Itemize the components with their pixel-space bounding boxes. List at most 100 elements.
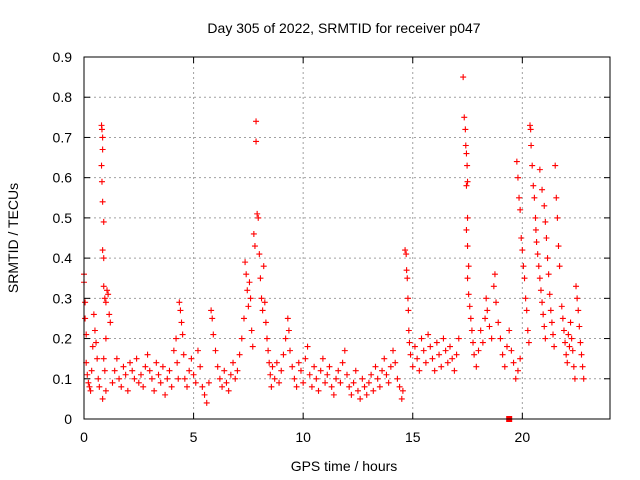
data-point	[254, 210, 261, 217]
data-point	[289, 363, 296, 370]
data-point	[473, 363, 480, 370]
data-point	[402, 247, 409, 254]
data-point	[462, 142, 469, 149]
data-point	[306, 371, 313, 378]
x-tick-label: 20	[515, 429, 531, 445]
data-point	[571, 375, 578, 382]
data-point	[243, 271, 250, 278]
data-point	[465, 263, 472, 270]
data-point	[484, 307, 491, 314]
data-point	[503, 343, 510, 350]
data-point	[532, 226, 539, 233]
data-point	[258, 295, 265, 302]
data-point	[319, 355, 326, 362]
data-point	[295, 359, 302, 366]
data-point	[392, 359, 399, 366]
data-point	[297, 367, 304, 374]
data-point	[333, 375, 340, 382]
data-point	[579, 363, 586, 370]
data-point	[246, 279, 253, 286]
y-tick-label: 0.3	[53, 290, 73, 306]
data-point	[178, 319, 185, 326]
data-point	[403, 251, 410, 258]
data-point	[447, 343, 454, 350]
data-point	[276, 379, 283, 386]
data-point	[462, 126, 469, 133]
data-point	[122, 371, 129, 378]
data-point	[317, 367, 324, 374]
data-point	[536, 275, 543, 282]
data-point	[461, 114, 468, 121]
data-point	[497, 335, 504, 342]
data-point	[404, 275, 411, 282]
data-point	[260, 263, 267, 270]
axis-ticks	[83, 56, 610, 420]
data-point	[537, 287, 544, 294]
data-point	[385, 379, 392, 386]
data-point	[570, 363, 577, 370]
x-tick-label: 0	[80, 429, 88, 445]
data-point	[407, 351, 414, 358]
data-point	[404, 295, 411, 302]
data-point	[470, 339, 477, 346]
data-point	[82, 315, 89, 322]
data-point	[197, 363, 204, 370]
data-point	[541, 323, 548, 330]
data-point	[99, 146, 106, 153]
data-point	[142, 363, 149, 370]
data-point	[508, 347, 515, 354]
data-point	[341, 347, 348, 354]
data-point	[490, 283, 497, 290]
data-point	[302, 355, 309, 362]
data-point	[87, 387, 94, 394]
data-point	[159, 363, 166, 370]
data-point	[99, 134, 106, 141]
data-point	[540, 311, 547, 318]
data-point	[488, 335, 495, 342]
data-point	[567, 319, 574, 326]
data-point	[269, 363, 276, 370]
data-point	[530, 182, 537, 189]
y-tick-label: 0.9	[53, 49, 73, 65]
data-point	[433, 339, 440, 346]
data-point	[544, 255, 551, 262]
data-point	[539, 299, 546, 306]
data-point	[100, 255, 107, 262]
data-point	[118, 383, 125, 390]
data-point	[541, 202, 548, 209]
data-point	[463, 150, 470, 157]
data-point	[315, 387, 322, 394]
data-point	[209, 315, 216, 322]
data-point	[444, 359, 451, 366]
data-point	[464, 178, 471, 185]
data-point	[100, 218, 107, 225]
data-point	[491, 271, 498, 278]
data-point	[514, 367, 521, 374]
data-point	[529, 162, 536, 169]
data-point	[282, 335, 289, 342]
data-point	[354, 387, 361, 394]
data-point	[264, 335, 271, 342]
data-point	[186, 367, 193, 374]
data-point	[216, 375, 223, 382]
data-point	[148, 375, 155, 382]
data-point	[99, 198, 106, 205]
data-point	[573, 283, 580, 290]
data-point	[179, 331, 186, 338]
data-point	[556, 263, 563, 270]
data-point	[363, 391, 370, 398]
data-point	[346, 383, 353, 390]
data-point	[493, 299, 500, 306]
y-axis-label: SRMTID / TECUs	[5, 183, 21, 293]
data-point	[465, 291, 472, 298]
data-point	[468, 327, 475, 334]
data-point	[535, 263, 542, 270]
data-point	[90, 311, 97, 318]
data-point	[553, 194, 560, 201]
data-point	[559, 315, 566, 322]
data-point	[104, 287, 111, 294]
data-point	[244, 287, 251, 294]
data-point	[467, 315, 474, 322]
data-point	[339, 359, 346, 366]
data-point	[99, 395, 106, 402]
